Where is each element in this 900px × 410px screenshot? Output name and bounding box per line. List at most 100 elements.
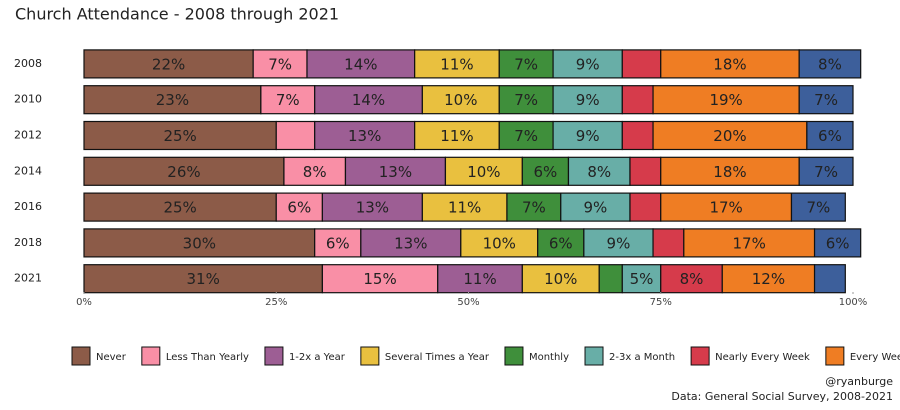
data-label: 9%	[583, 199, 607, 217]
bar-segment	[798, 49, 862, 79]
bar-segment	[621, 85, 654, 115]
bar-segment	[683, 228, 816, 258]
data-label: 17%	[733, 234, 766, 252]
y-tick-label: 2021	[14, 272, 42, 285]
legend-label: Every Week	[850, 352, 900, 363]
bar-segment	[813, 264, 846, 294]
bar-segment	[460, 228, 539, 258]
bar-segment	[813, 228, 862, 258]
chart-title: Church Attendance - 2008 through 2021	[15, 5, 339, 24]
bar-segment	[306, 49, 416, 79]
data-label: 10%	[544, 270, 577, 288]
bar-segment	[83, 264, 323, 294]
data-label: 8%	[303, 163, 327, 181]
x-tick-label: 50%	[457, 297, 479, 308]
data-label: 25%	[163, 127, 196, 145]
bar-segment	[806, 120, 854, 151]
data-label: 14%	[344, 55, 377, 73]
data-label: 6%	[818, 127, 842, 145]
bar-segment	[521, 264, 600, 294]
bar-segment	[83, 156, 285, 186]
bar-segment	[314, 85, 423, 115]
data-label: 10%	[444, 91, 477, 109]
y-tick-label: 2018	[14, 236, 42, 249]
bar-segment	[414, 120, 500, 151]
data-label: 19%	[709, 91, 742, 109]
bar-segment	[498, 85, 554, 115]
data-label: 14%	[352, 91, 385, 109]
bar-segment	[660, 264, 723, 294]
x-tick-label: 25%	[265, 297, 287, 308]
bar-segment	[344, 156, 447, 186]
bar-segment	[498, 49, 554, 79]
legend-label: Monthly	[529, 352, 569, 363]
bar-segment	[652, 120, 808, 151]
legend-swatch	[264, 346, 284, 366]
data-label: 11%	[448, 199, 481, 217]
data-label: 6%	[549, 234, 573, 252]
bar-segment	[790, 192, 846, 222]
legend-label: Less Than Yearly	[166, 352, 249, 363]
bar-segment	[275, 192, 323, 222]
bar-segment	[621, 264, 662, 294]
y-tick-label: 2010	[14, 93, 42, 106]
data-label: 6%	[287, 199, 311, 217]
bar-segment	[314, 120, 416, 151]
legend-swatch	[71, 346, 91, 366]
legend-swatch	[584, 346, 604, 366]
bar-segment	[421, 85, 500, 115]
bar-segment	[552, 49, 623, 79]
data-label: 17%	[709, 199, 742, 217]
bar-segment	[798, 156, 854, 186]
x-tick-label: 75%	[650, 297, 672, 308]
bar-segment	[660, 192, 793, 222]
bar-segment	[252, 49, 308, 79]
data-label: 7%	[276, 91, 300, 109]
x-tick-label: 0%	[76, 297, 92, 308]
data-label: 12%	[752, 270, 785, 288]
bar-segment	[83, 49, 254, 79]
data-label: 8%	[818, 55, 842, 73]
data-label: 13%	[394, 234, 427, 252]
data-label: 22%	[152, 55, 185, 73]
bar-segment	[283, 156, 347, 186]
data-label: 11%	[440, 127, 473, 145]
data-label: 30%	[183, 234, 216, 252]
bar-segment	[552, 120, 623, 151]
data-label: 9%	[576, 91, 600, 109]
legend-swatch	[690, 346, 710, 366]
legend-label: 2-3x a Month	[609, 352, 675, 363]
data-label: 20%	[713, 127, 746, 145]
data-label: 8%	[587, 163, 611, 181]
data-label: 6%	[534, 163, 558, 181]
data-label: 13%	[348, 127, 381, 145]
bar-segment	[560, 192, 631, 222]
data-label: 7%	[814, 91, 838, 109]
bar-segment	[260, 85, 316, 115]
bar-segment	[652, 85, 800, 115]
data-label: 7%	[514, 55, 538, 73]
data-label: 6%	[326, 234, 350, 252]
bar-segment	[660, 156, 800, 186]
bar-segment	[721, 264, 816, 294]
bar-segment	[314, 228, 362, 258]
data-label: 18%	[713, 55, 746, 73]
bar-segment	[321, 264, 439, 294]
bar-segment	[621, 49, 662, 79]
data-label: 5%	[630, 270, 654, 288]
data-label: 7%	[814, 163, 838, 181]
bar-segment	[629, 156, 662, 186]
data-label: 13%	[356, 199, 389, 217]
legend-swatch	[504, 346, 524, 366]
data-label: 9%	[576, 127, 600, 145]
bar-segment	[583, 228, 654, 258]
legend-swatch	[360, 346, 380, 366]
bar-segment	[652, 228, 685, 258]
data-label: 10%	[483, 234, 516, 252]
bar-segment	[621, 120, 654, 151]
data-label: 8%	[680, 270, 704, 288]
data-label: 25%	[163, 199, 196, 217]
data-label: 18%	[713, 163, 746, 181]
y-tick-label: 2008	[14, 57, 42, 70]
x-tick-label: 100%	[839, 297, 868, 308]
